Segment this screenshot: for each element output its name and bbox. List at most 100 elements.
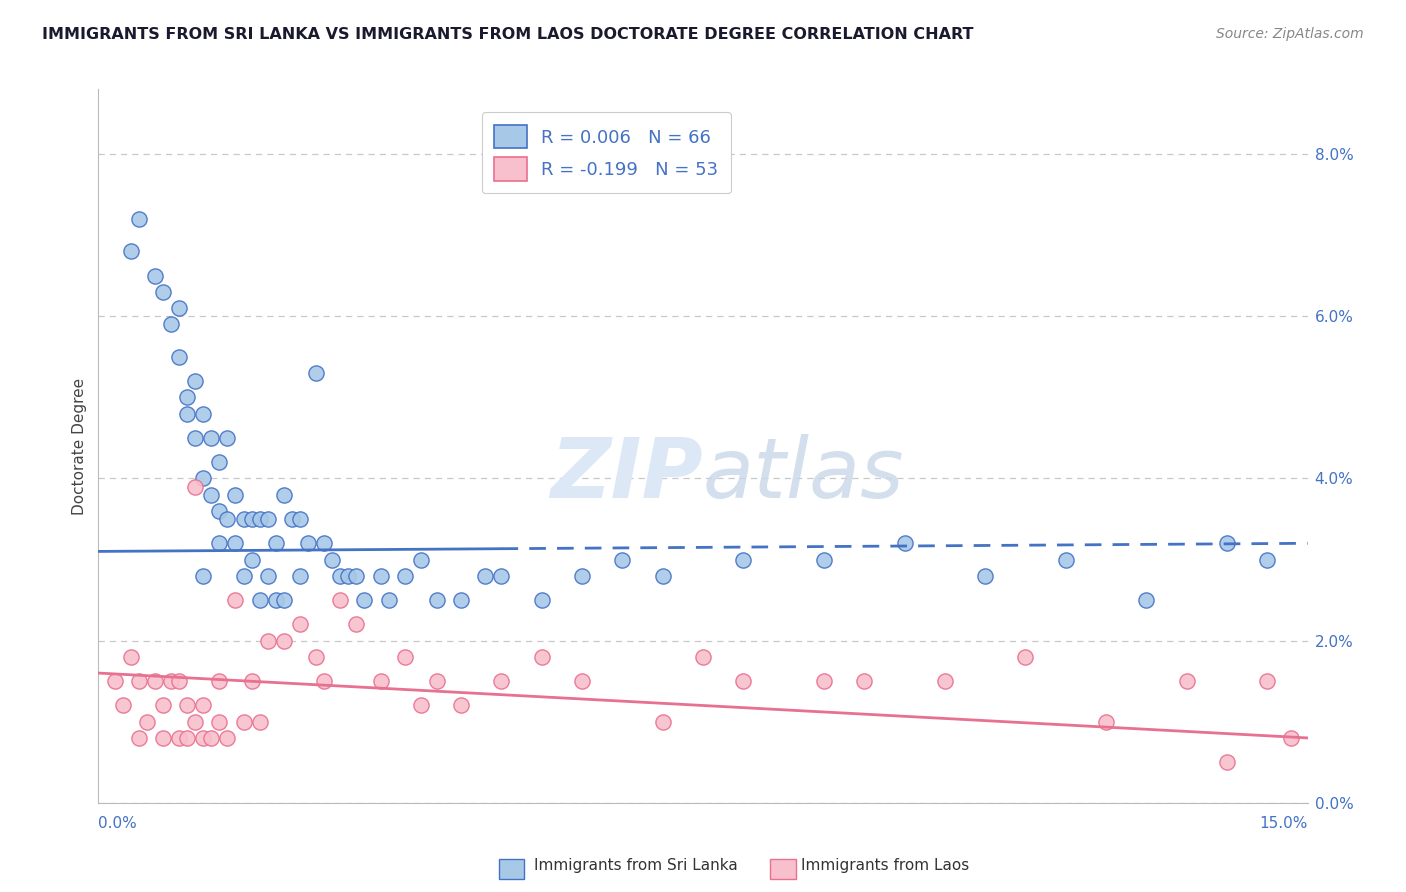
Point: [297, 536, 319, 550]
Point: [193, 407, 215, 421]
Point: [256, 512, 278, 526]
Point: [1135, 593, 1157, 607]
Point: [249, 593, 271, 607]
Point: [111, 698, 134, 713]
Point: [176, 731, 198, 745]
Point: [193, 731, 215, 745]
Point: [273, 488, 295, 502]
Point: [1216, 536, 1239, 550]
Point: [208, 504, 231, 518]
Point: [853, 674, 876, 689]
Point: [232, 568, 254, 582]
Text: 0.0%: 0.0%: [98, 816, 138, 831]
Point: [152, 698, 174, 713]
Point: [314, 674, 336, 689]
Legend: R = 0.006   N = 66, R = -0.199   N = 53: R = 0.006 N = 66, R = -0.199 N = 53: [482, 112, 731, 194]
Point: [288, 512, 311, 526]
Point: [232, 714, 254, 729]
Point: [288, 617, 311, 632]
Point: [200, 731, 222, 745]
Point: [184, 431, 207, 445]
Point: [329, 593, 352, 607]
Point: [450, 698, 472, 713]
Point: [934, 674, 956, 689]
Text: ZIP: ZIP: [550, 434, 703, 515]
Point: [409, 698, 432, 713]
Point: [612, 552, 634, 566]
Point: [135, 714, 157, 729]
Point: [176, 407, 198, 421]
Point: [120, 244, 142, 259]
Point: [184, 374, 207, 388]
Point: [120, 649, 142, 664]
Point: [491, 568, 513, 582]
Point: [474, 568, 496, 582]
Point: [1256, 674, 1278, 689]
Point: [193, 698, 215, 713]
Point: [1256, 552, 1278, 566]
Point: [651, 568, 673, 582]
Point: [160, 674, 183, 689]
Point: [692, 649, 714, 664]
Point: [273, 633, 295, 648]
Text: Source: ZipAtlas.com: Source: ZipAtlas.com: [1216, 27, 1364, 41]
Point: [813, 552, 835, 566]
Point: [208, 674, 231, 689]
Point: [193, 568, 215, 582]
Point: [314, 536, 336, 550]
Point: [370, 568, 392, 582]
Point: [305, 649, 328, 664]
Point: [143, 268, 166, 283]
Point: [337, 568, 360, 582]
Point: [256, 633, 278, 648]
Point: [321, 552, 343, 566]
Text: Immigrants from Sri Lanka: Immigrants from Sri Lanka: [534, 858, 738, 872]
Point: [281, 512, 304, 526]
Point: [530, 649, 553, 664]
Point: [249, 512, 271, 526]
Point: [409, 552, 432, 566]
Point: [264, 536, 287, 550]
Point: [152, 285, 174, 299]
Point: [353, 593, 375, 607]
Point: [240, 674, 263, 689]
Point: [184, 479, 207, 493]
Point: [733, 674, 755, 689]
Point: [224, 536, 246, 550]
Point: [1095, 714, 1118, 729]
Text: atlas: atlas: [703, 434, 904, 515]
Point: [208, 536, 231, 550]
Point: [167, 731, 190, 745]
Point: [273, 593, 295, 607]
Point: [167, 674, 190, 689]
Point: [103, 674, 125, 689]
Point: [813, 674, 835, 689]
Point: [167, 301, 190, 315]
Point: [152, 731, 174, 745]
Point: [249, 714, 271, 729]
Point: [1014, 649, 1036, 664]
Point: [224, 593, 246, 607]
Point: [974, 568, 997, 582]
Point: [426, 593, 449, 607]
Point: [571, 674, 593, 689]
Point: [394, 568, 416, 582]
Text: 15.0%: 15.0%: [1260, 816, 1308, 831]
Point: [176, 698, 198, 713]
Point: [491, 674, 513, 689]
Point: [128, 731, 150, 745]
Point: [143, 674, 166, 689]
Point: [288, 568, 311, 582]
Point: [193, 471, 215, 485]
Text: Immigrants from Laos: Immigrants from Laos: [801, 858, 970, 872]
Point: [160, 318, 183, 332]
Point: [217, 731, 239, 745]
Point: [733, 552, 755, 566]
Point: [377, 593, 399, 607]
Point: [651, 714, 673, 729]
Point: [224, 488, 246, 502]
Point: [256, 568, 278, 582]
Point: [344, 568, 367, 582]
Point: [1216, 756, 1239, 770]
Point: [240, 552, 263, 566]
